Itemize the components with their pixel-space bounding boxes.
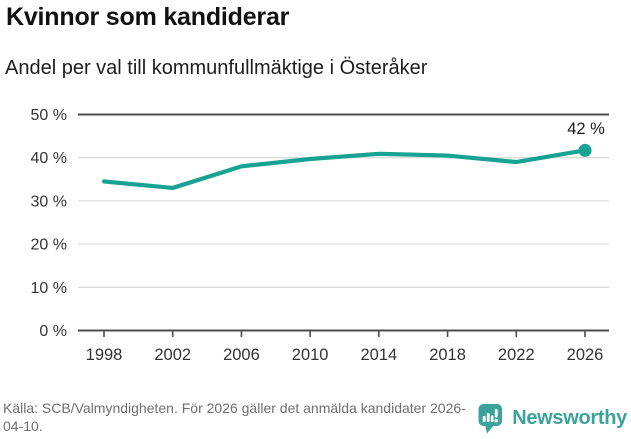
x-tick-label: 2002 xyxy=(154,346,191,364)
y-tick-label: 50 % xyxy=(31,107,67,124)
data-line xyxy=(101,148,588,191)
chart-subtitle: Andel per val till kommunfullmäktige i Ö… xyxy=(5,57,428,79)
y-tick-label: 40 % xyxy=(31,150,67,167)
x-tick-label: 2006 xyxy=(223,346,260,364)
data-point-last xyxy=(578,143,592,157)
y-tick-label: 20 % xyxy=(31,237,67,254)
newsworthy-logo-icon xyxy=(478,404,503,434)
end-value-label: 42 % xyxy=(567,120,605,138)
x-tick-label: 2010 xyxy=(292,346,329,364)
x-tick-label: 1998 xyxy=(86,346,123,364)
y-tick-label: 30 % xyxy=(31,193,67,210)
chart-title: Kvinnor som kandiderar xyxy=(6,3,290,31)
y-tick-label: 0 % xyxy=(39,323,67,340)
x-tick-label: 2018 xyxy=(429,346,466,364)
x-tick-label: 2022 xyxy=(498,346,535,364)
y-tick-label: 10 % xyxy=(31,280,67,297)
chart-footer: Källa: SCB/Valmyndigheten. För 2026 gäll… xyxy=(3,400,627,436)
x-tick-label: 2014 xyxy=(360,346,397,364)
newsworthy-wordmark: Newsworthy xyxy=(512,407,627,429)
x-tick-label: 2026 xyxy=(567,346,604,364)
newsworthy-logo: Newsworthy xyxy=(478,400,627,434)
source-note: Källa: SCB/Valmyndigheten. För 2026 gäll… xyxy=(3,400,466,434)
